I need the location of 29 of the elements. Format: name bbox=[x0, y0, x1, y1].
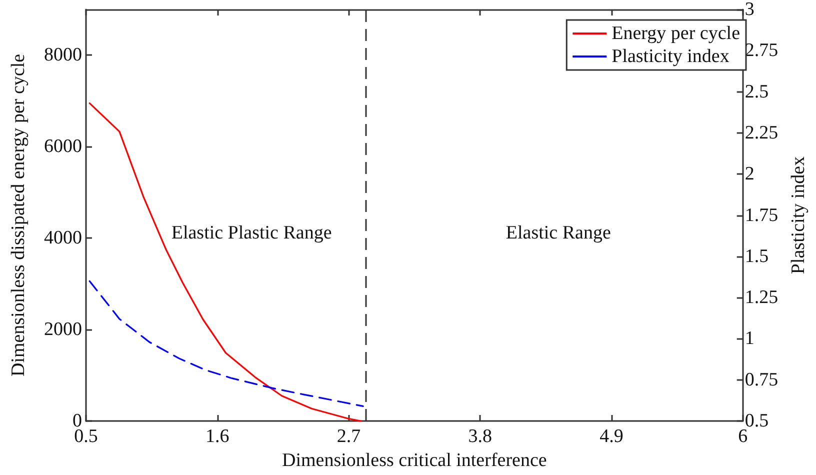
line-series bbox=[88, 280, 364, 407]
y-axis-title: Dimensionless dissipated energy per cycle bbox=[8, 54, 29, 377]
y-tick-label: 8000 bbox=[44, 44, 82, 66]
y2-axis-title: Plasticity index bbox=[788, 156, 809, 274]
x-tick-label: 6 bbox=[738, 426, 748, 447]
x-tick-label: 0.5 bbox=[74, 426, 98, 447]
y2-tick-label: 3 bbox=[744, 0, 754, 20]
x-tick-label: 3.8 bbox=[468, 426, 492, 447]
annotation: Elastic Range bbox=[506, 222, 611, 244]
y2-tick-label: 2 bbox=[744, 164, 754, 185]
x-tick-label: 2.7 bbox=[336, 426, 361, 447]
y-tick-label: 4000 bbox=[44, 228, 82, 249]
y2-tick-label: 1.25 bbox=[744, 287, 778, 308]
y2-tick-label: 0.75 bbox=[744, 369, 778, 390]
x-tick-label: 4.9 bbox=[600, 426, 624, 447]
legend-label: Energy per cycle bbox=[612, 23, 740, 44]
y-tick-label: 6000 bbox=[44, 136, 82, 158]
legend-label: Plasticity index bbox=[612, 46, 730, 67]
y2-tick-label: 1 bbox=[744, 328, 754, 350]
x-tick-label: 1.6 bbox=[205, 426, 230, 447]
y2-tick-label: 2.75 bbox=[744, 40, 778, 62]
x-axis-title: Dimensionless critical interference bbox=[282, 450, 547, 471]
line-series bbox=[88, 102, 362, 422]
y2-tick-label: 2.5 bbox=[744, 81, 769, 102]
y2-tick-label: 2.25 bbox=[744, 122, 778, 144]
y-tick-label: 2000 bbox=[44, 319, 82, 340]
y2-tick-label: 1.75 bbox=[744, 204, 778, 226]
annotation: Elastic Plastic Range bbox=[171, 222, 332, 244]
y2-tick-label: 1.5 bbox=[744, 246, 769, 267]
